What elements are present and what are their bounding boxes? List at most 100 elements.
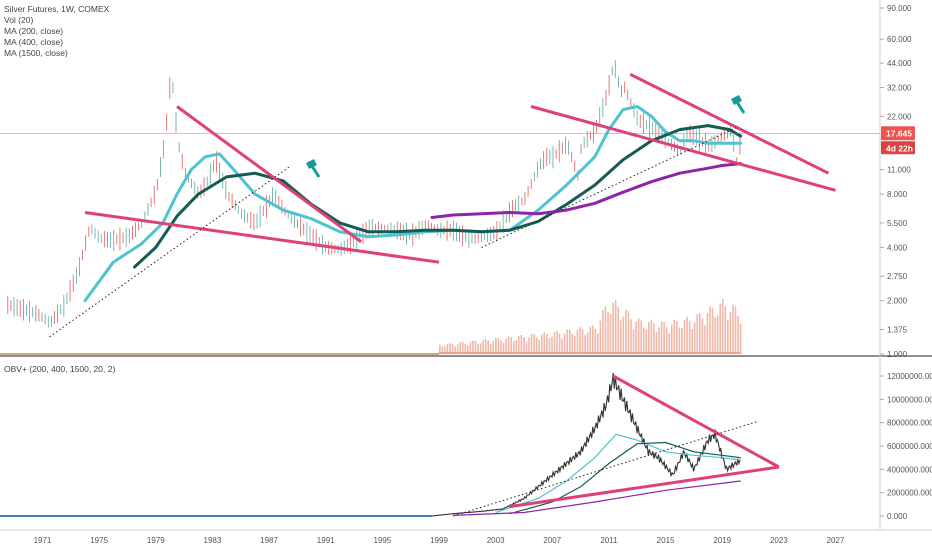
hammer-icon <box>735 101 746 114</box>
obv-ma200-line <box>495 433 741 514</box>
volume-bar <box>594 329 597 354</box>
trendline <box>629 72 830 175</box>
volume-bar <box>441 346 444 354</box>
volume-bar <box>451 344 454 354</box>
obv-trendline <box>509 465 780 509</box>
dotted-trendline <box>481 127 737 248</box>
volume-bar <box>540 334 543 354</box>
volume-bar <box>459 342 461 354</box>
legend-ma200: MA (200, close) <box>4 26 64 36</box>
obv-trendline <box>612 374 780 469</box>
hammer-icon <box>306 159 317 169</box>
obv-tick-label: 10000000.000 <box>887 395 932 404</box>
volume-bar <box>614 300 617 354</box>
time-tick-label: 2011 <box>600 536 618 545</box>
legend-obv-title: OBV+ (200, 400, 1500, 20, 2) <box>4 364 116 374</box>
volume-bar <box>597 333 599 354</box>
time-tick-label: 2015 <box>657 536 675 545</box>
price-tick-label: 8.000 <box>887 190 908 199</box>
volume-bar <box>727 320 729 354</box>
volume-bar <box>714 317 716 354</box>
price-tick-label: 44.000 <box>887 59 912 68</box>
volume-bar <box>500 340 502 354</box>
volume-bar <box>625 310 627 354</box>
volume-bar <box>637 318 640 354</box>
ma400-line <box>133 124 743 269</box>
volume-bar <box>472 340 474 354</box>
volume-bar <box>617 307 620 354</box>
volume-bar <box>737 316 739 354</box>
volume-bar <box>589 326 591 354</box>
volume-bar <box>586 332 589 354</box>
obv-tick-label: 4000000.000 <box>887 465 932 474</box>
price-tick-label: 5.500 <box>887 219 908 228</box>
price-tick-label: 32.000 <box>887 84 912 93</box>
volume-bar <box>645 329 648 354</box>
price-tick-label: 1.375 <box>887 326 908 335</box>
trendline <box>530 105 836 192</box>
volume-bar <box>655 331 658 354</box>
volume-bar <box>449 343 451 354</box>
time-tick-label: 1995 <box>373 536 391 545</box>
time-tick-label: 1983 <box>204 536 222 545</box>
volume-bar <box>632 329 635 354</box>
volume-bar <box>642 327 645 354</box>
legend-ma400: MA (400, close) <box>4 37 64 47</box>
volume-bar <box>487 340 490 354</box>
volume-bar <box>546 333 548 354</box>
volume-bar <box>673 319 676 354</box>
price-tick-label: 22.000 <box>887 112 912 121</box>
volume-bar <box>518 336 520 354</box>
legend-title: Silver Futures, 1W, COMEX <box>4 4 110 14</box>
time-tick-label: 2003 <box>487 536 505 545</box>
volume-bar <box>706 313 709 354</box>
time-tick-label: 1987 <box>260 536 278 545</box>
time-tick-label: 1999 <box>430 536 448 545</box>
volume-bar <box>556 330 558 354</box>
trendline <box>84 210 440 264</box>
volume-bar <box>691 329 693 354</box>
volume-bar <box>548 338 551 354</box>
volume-bar <box>607 311 609 354</box>
price-tick-label: 2.750 <box>887 272 908 281</box>
time-tick-label: 1991 <box>317 536 335 545</box>
trendline <box>176 105 363 244</box>
dotted-trendline <box>49 165 291 338</box>
volume-bar <box>566 329 569 354</box>
ma1500-line <box>430 162 743 219</box>
volume-bar <box>533 334 535 354</box>
volume-bar <box>569 329 571 354</box>
volume-bar <box>446 344 449 354</box>
volume-bar <box>630 319 632 354</box>
volume-bar <box>681 327 683 354</box>
volume-bar <box>444 346 446 354</box>
hammer-icon <box>310 165 321 178</box>
obv-tick-label: 6000000.000 <box>887 442 932 451</box>
volume-bar <box>648 322 650 354</box>
volume-bar <box>619 320 622 354</box>
time-tick-label: 2019 <box>713 536 731 545</box>
volume-bar <box>683 319 686 354</box>
volume-bar <box>716 315 719 354</box>
volume-bar <box>515 340 518 354</box>
legend-vol: Vol (20) <box>4 15 34 25</box>
last-price-badge <box>881 126 915 141</box>
price-tick-label: 90.000 <box>887 4 912 13</box>
volume-bar <box>579 327 581 354</box>
volume-bar <box>609 313 612 354</box>
volume-bar <box>456 344 459 354</box>
volume-bar <box>612 302 614 354</box>
volume-bar <box>653 323 655 354</box>
volume-bar <box>495 338 497 354</box>
volume-bar <box>477 343 479 354</box>
volume-bar <box>576 329 579 354</box>
volume-bar <box>497 337 500 354</box>
volume-bar <box>658 327 660 354</box>
time-tick-label: 1979 <box>147 536 165 545</box>
obv-tick-label: 0.000 <box>887 512 908 521</box>
volume-bar <box>505 338 507 354</box>
volume-bar <box>530 334 533 354</box>
time-tick-label: 2027 <box>827 536 845 545</box>
volume-bar <box>474 341 477 354</box>
